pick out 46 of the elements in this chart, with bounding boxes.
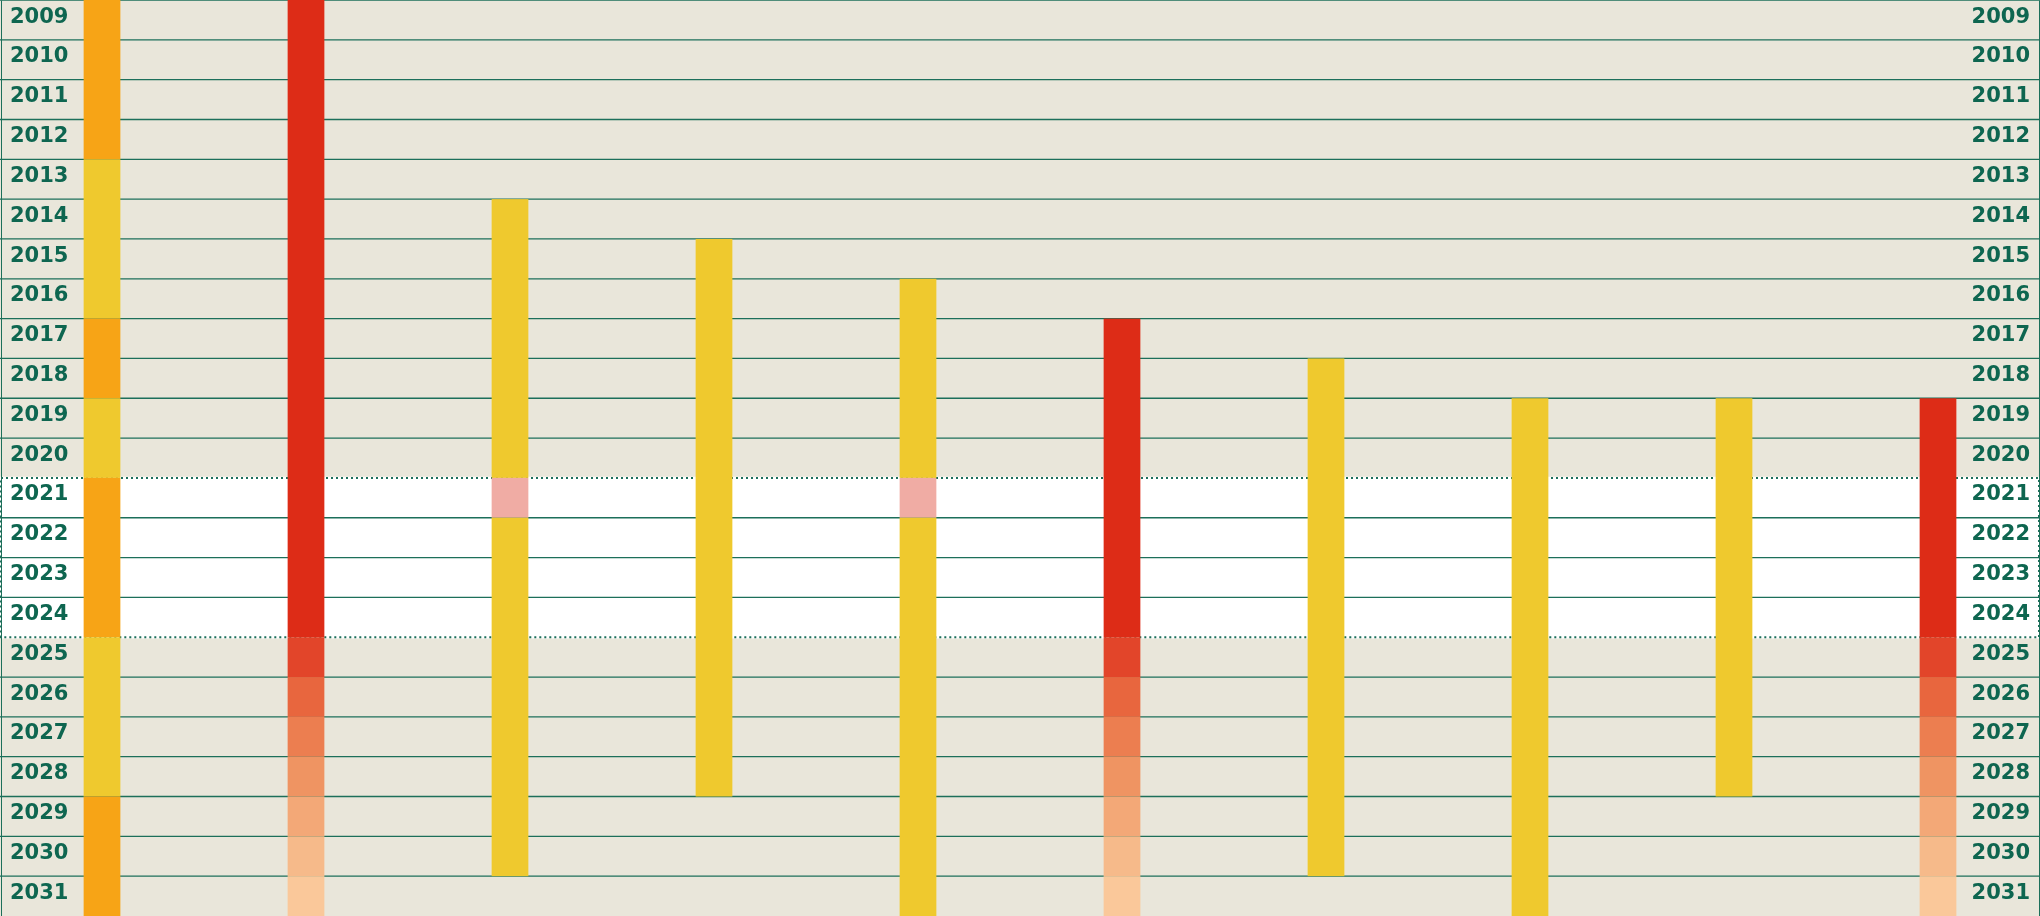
y-tick-label: 2023 [10,561,69,586]
y-tick-label: 2030 [10,839,69,864]
y-tick-label: 2028 [10,760,69,785]
y2-tick-label: 2028 [1971,760,2030,785]
y-tick-label: 2009 [10,3,69,28]
y-tick-label: 2015 [10,242,69,267]
y2-tick-label: 2012 [1971,123,2030,148]
y2-tick-label: 2029 [1971,800,2030,825]
y-tick-label: 2025 [10,640,69,665]
y-tick-label: 2027 [10,720,69,745]
y2-tick-label: 2010 [1971,43,2030,68]
y2-tick-label: 2011 [1971,83,2030,108]
y2-tick-label: 2014 [1971,202,2030,227]
y-tick-label: 2017 [10,322,69,347]
y-tick-label: 2012 [10,123,69,148]
y-tick-label: 2019 [10,401,69,426]
y-tick-label: 2010 [10,43,69,68]
y-tick-label: 2018 [10,361,69,386]
y-tick-label: 2022 [10,521,69,546]
y-tick-label: 2029 [10,800,69,825]
y2-tick-label: 2016 [1971,282,2030,307]
y2-tick-label: 2019 [1971,401,2030,426]
y-tick-label: 2013 [10,162,69,187]
y2-tick-label: 2025 [1971,640,2030,665]
y-tick-label: 2020 [10,441,69,466]
y2-tick-label: 2023 [1971,561,2030,586]
y2-tick-label: 2022 [1971,521,2030,546]
y-tick-label: 2026 [10,680,69,705]
y2-tick-label: 2030 [1971,839,2030,864]
y-tick-label: 2016 [10,282,69,307]
y2-tick-label: 2031 [1971,879,2030,904]
y2-tick-label: 2015 [1971,242,2030,267]
y2-tick-label: 2018 [1971,361,2030,386]
y2-tick-label: 2027 [1971,720,2030,745]
y2-tick-label: 2013 [1971,162,2030,187]
y-tick-label: 2021 [10,481,69,506]
y2-tick-label: 2026 [1971,680,2030,705]
y2-tick-label: 2020 [1971,441,2030,466]
y-tick-label: 2011 [10,83,69,108]
y2-tick-label: 2024 [1971,600,2030,625]
y-tick-label: 2024 [10,600,69,625]
y2-tick-label: 2009 [1971,3,2030,28]
y-tick-label: 2014 [10,202,69,227]
y2-tick-label: 2021 [1971,481,2030,506]
y2-tick-label: 2017 [1971,322,2030,347]
y-tick-label: 2031 [10,879,69,904]
